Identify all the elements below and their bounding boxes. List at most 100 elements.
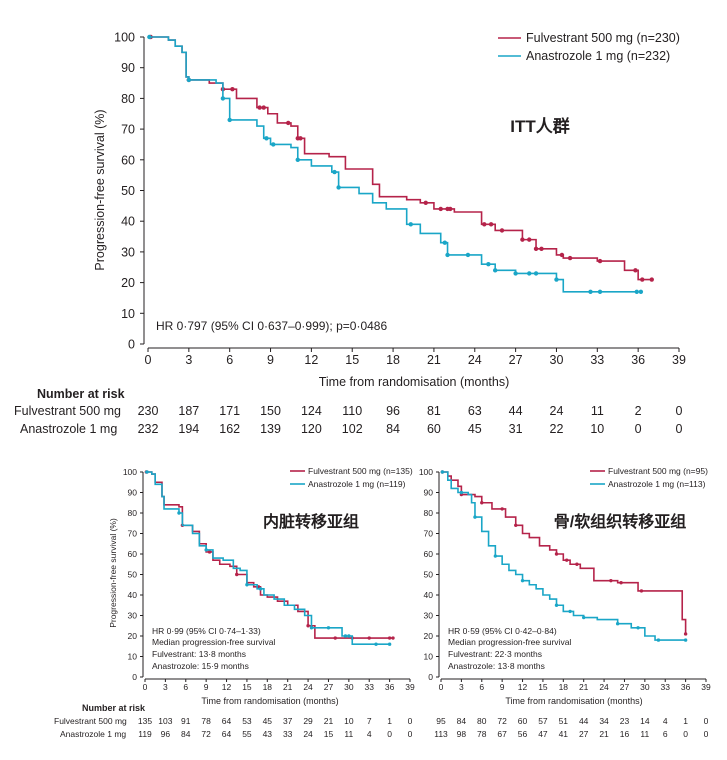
- itt-censor-mark: [533, 271, 539, 276]
- bone-censor-mark: [619, 581, 623, 585]
- itt-risk-value: 22: [550, 422, 564, 436]
- itt-y-tick-label: 40: [121, 215, 135, 229]
- visceral-x-tick-label: 0: [143, 682, 148, 692]
- itt-censor-mark: [638, 289, 644, 295]
- itt-censor-mark: [633, 268, 638, 273]
- itt-censor-mark: [336, 185, 341, 190]
- visceral-censor-mark: [387, 642, 392, 646]
- itt-y-tick-label: 0: [128, 338, 135, 352]
- bone-censor-mark: [565, 558, 569, 562]
- itt-y-tick-label: 60: [121, 153, 135, 167]
- visceral-x-tick-label: 36: [385, 682, 395, 692]
- bone-censor-mark: [639, 589, 644, 593]
- bone-y-tick-label: 60: [424, 549, 434, 559]
- bone-censor-mark: [615, 622, 620, 626]
- bone-risk-value: 67: [497, 729, 507, 739]
- visceral-annotation-anastrozole: Anastrozole: 15·9 months: [152, 661, 249, 671]
- bone-censor-mark: [480, 501, 484, 505]
- visceral-risk-header: Number at risk: [82, 703, 146, 713]
- bone-y-tick-label: 50: [424, 570, 434, 580]
- bone-risk-value: 78: [477, 729, 487, 739]
- bone-risk-value: 80: [477, 716, 487, 726]
- itt-hr-annotation: HR 0·797 (95% CI 0·637–0·999); p=0·0486: [156, 319, 387, 333]
- itt-risk-label-fulvestrant: Fulvestrant 500 mg: [14, 404, 121, 418]
- bone-x-tick-label: 39: [701, 682, 711, 692]
- visceral-y-tick-label: 30: [128, 611, 138, 621]
- itt-censor-mark: [271, 142, 276, 147]
- itt-x-axis-label: Time from randomisation (months): [319, 375, 510, 389]
- itt-y-tick-label: 50: [121, 184, 135, 198]
- visceral-y-tick-label: 10: [128, 652, 138, 662]
- itt-risk-value: 120: [301, 422, 322, 436]
- bone-risk-value: 0: [704, 716, 709, 726]
- bone-x-tick-label: 18: [559, 682, 569, 692]
- itt-risk-value: 230: [138, 404, 159, 418]
- bone-y-tick-label: 40: [424, 590, 434, 600]
- visceral-x-axis-label: Time from randomisation (months): [201, 696, 338, 706]
- itt-risk-value: 96: [386, 404, 400, 418]
- visceral-y-tick-label: 80: [128, 508, 138, 518]
- visceral-censor-mark: [347, 634, 351, 638]
- itt-risk-value: 139: [260, 422, 281, 436]
- itt-x-tick-label: 27: [509, 353, 523, 367]
- visceral-risk-value: 0: [387, 729, 392, 739]
- visceral-censor-mark: [245, 583, 249, 587]
- visceral-x-tick-label: 39: [405, 682, 415, 692]
- bone-censor-mark: [473, 515, 477, 519]
- visceral-y-tick-label: 100: [123, 467, 137, 477]
- bone-censor-mark: [554, 603, 559, 607]
- visceral-y-tick-label: 20: [128, 631, 138, 641]
- bone-risk-value: 0: [683, 729, 688, 739]
- itt-censor-mark: [230, 86, 235, 92]
- bone-x-tick-label: 12: [518, 682, 528, 692]
- itt-censor-mark: [520, 237, 525, 242]
- bone-x-axis-label: Time from randomisation (months): [505, 696, 642, 706]
- visceral-censor-mark: [391, 636, 395, 640]
- visceral-risk-label-fulvestrant: Fulvestrant 500 mg: [54, 716, 127, 726]
- bone-risk-value: 56: [518, 729, 528, 739]
- itt-censor-mark: [482, 222, 487, 227]
- bone-y-tick-label: 30: [424, 611, 434, 621]
- itt-risk-value: 84: [386, 422, 400, 436]
- visceral-chart: 内脏转移亚组 Progression-free survival (%) Tim…: [54, 466, 415, 739]
- bone-risk-value: 57: [538, 716, 548, 726]
- itt-x-tick-label: 33: [590, 353, 604, 367]
- itt-censor-mark: [261, 105, 266, 110]
- itt-risk-value: 31: [509, 422, 523, 436]
- bone-x-tick-label: 3: [459, 682, 464, 692]
- visceral-risk-value: 78: [201, 716, 211, 726]
- itt-censor-mark: [597, 289, 603, 295]
- itt-risk-value: 44: [509, 404, 523, 418]
- visceral-censor-mark: [258, 587, 263, 591]
- itt-censor-mark: [442, 240, 448, 245]
- itt-risk-value: 63: [468, 404, 482, 418]
- itt-y-tick-label: 80: [121, 92, 135, 106]
- visceral-risk-value: 43: [263, 729, 273, 739]
- visceral-x-tick-label: 27: [324, 682, 334, 692]
- visceral-annotation-hr: HR 0·99 (95% CI 0·74–1·33): [152, 626, 261, 636]
- itt-censor-mark: [492, 268, 498, 273]
- visceral-risk-value: 29: [303, 716, 313, 726]
- visceral-x-tick-label: 21: [283, 682, 293, 692]
- bone-x-tick-label: 9: [500, 682, 505, 692]
- bone-curve-anastrozole: [441, 471, 686, 641]
- visceral-risk-value: 84: [181, 729, 191, 739]
- bone-risk-value: 14: [640, 716, 650, 726]
- bone-annotation-anastrozole: Anastrozole: 13·8 months: [448, 661, 545, 671]
- visceral-chart-title: 内脏转移亚组: [263, 512, 359, 531]
- visceral-y-axis-label: Progression-free survival (%): [108, 518, 118, 628]
- itt-censor-mark: [567, 255, 573, 261]
- itt-risk-value: 171: [219, 404, 240, 418]
- itt-risk-value: 2: [635, 404, 642, 418]
- visceral-censor-mark: [309, 626, 314, 630]
- bone-censor-mark: [683, 638, 688, 642]
- bone-y-tick-label: 70: [424, 529, 434, 539]
- visceral-risk-value: 0: [408, 716, 413, 726]
- itt-curve-anastrozole: [148, 36, 639, 293]
- itt-censor-mark: [286, 120, 291, 126]
- itt-y-tick-label: 70: [121, 123, 135, 137]
- visceral-risk-value: 96: [161, 729, 171, 739]
- bone-risk-value: 27: [579, 729, 589, 739]
- visceral-curve-anastrozole: [145, 471, 390, 645]
- bone-censor-mark: [636, 626, 640, 630]
